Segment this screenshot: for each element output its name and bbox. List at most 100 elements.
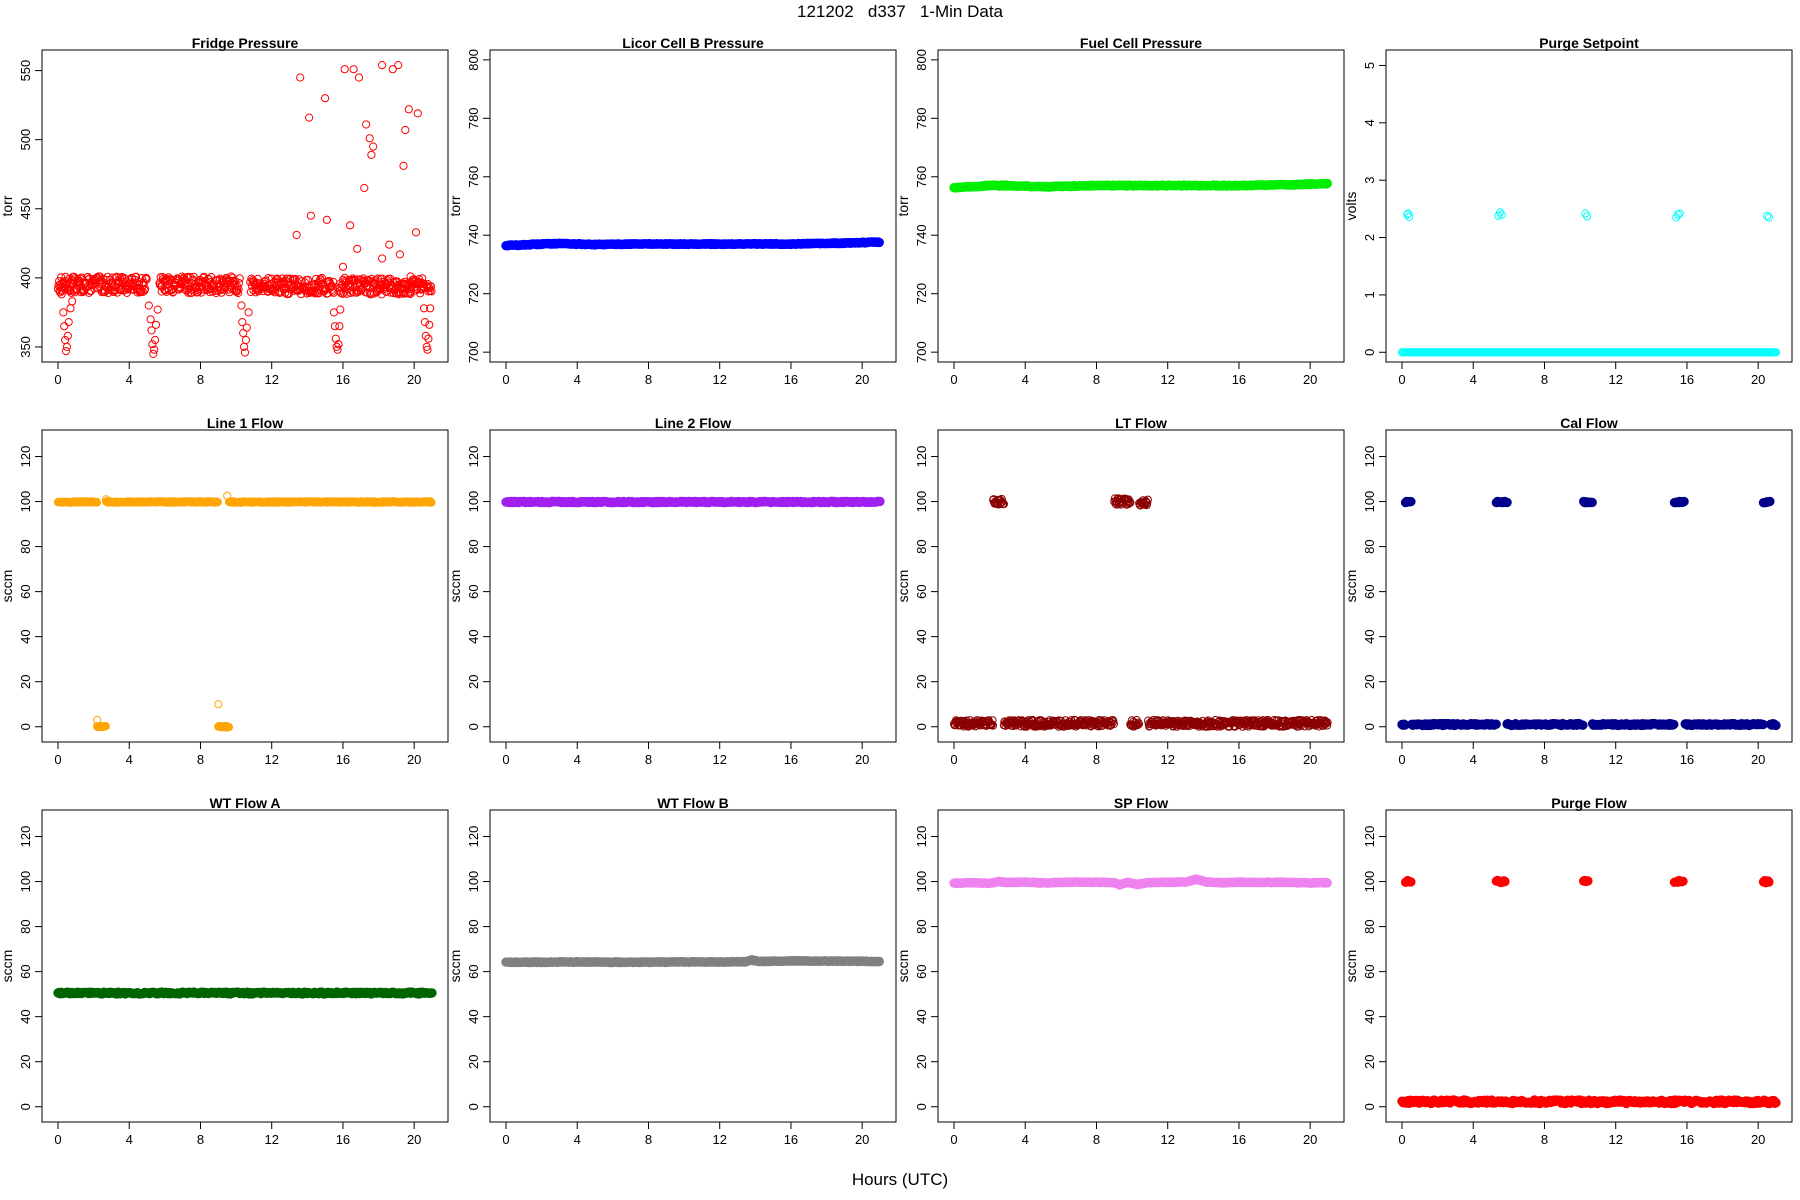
data-point [427,287,436,296]
data-point [399,161,408,170]
y-tick-label: 100 [18,871,33,893]
plot-frame [1385,429,1793,743]
x-tick-label: 0 [950,372,957,387]
data-series [949,178,1333,193]
x-tick-label: 12 [1160,752,1174,767]
y-tick-label: 80 [466,539,481,553]
y-tick-label: 700 [466,341,481,363]
y-axis-label: sccm [447,950,463,983]
y-tick-label: 60 [914,964,929,978]
data-point [330,322,339,331]
data-point [1587,497,1597,508]
data-series [1397,496,1781,731]
data-series [53,987,437,999]
x-tick-label: 12 [712,1132,726,1147]
data-point [1405,212,1414,221]
y-tick-label: 800 [914,49,929,71]
x-tick-label: 16 [1232,752,1246,767]
data-point [875,496,885,507]
data-point [303,275,313,284]
data-point [406,272,415,281]
data-point [59,308,68,317]
data-point [224,723,234,732]
plot-frame [937,429,1345,743]
data-point [90,284,99,293]
x-tick-label: 8 [197,372,204,387]
y-tick-label: 5 [1362,62,1377,69]
data-point [367,150,376,159]
x-tick-label: 0 [950,1132,957,1147]
y-tick-label: 0 [18,723,33,730]
data-point [417,278,426,287]
x-tick-label: 16 [784,752,798,767]
y-tick-label: 80 [1362,539,1377,553]
data-point [101,722,110,731]
plot-frame [41,809,449,1123]
y-tick-label: 740 [914,224,929,246]
data-point [234,288,243,298]
y-tick-label: 400 [18,267,33,289]
y-tick-label: 0 [1362,349,1377,356]
plot-frame [41,429,449,743]
x-tick-label: 4 [126,752,133,767]
y-tick-label: 780 [914,107,929,129]
y-axis-label: torr [447,195,463,216]
data-point [1502,497,1512,508]
data-point [55,280,64,289]
data-point [105,285,114,294]
data-series [53,491,436,732]
data-point [66,304,75,313]
plot-frame [489,49,897,363]
data-series [501,237,884,251]
x-tick-label: 20 [1303,372,1317,387]
data-point [235,279,244,288]
data-point [146,315,155,324]
x-tick-label: 8 [1541,752,1548,767]
data-point [242,323,251,332]
data-series [1397,208,1781,357]
y-tick-label: 100 [18,491,33,513]
data-point [416,289,425,298]
data-point [1771,720,1781,731]
figure-title: 121202 d337 1-Min Data [796,2,1004,21]
data-point [302,275,311,285]
y-tick-label: 40 [18,629,33,643]
y-tick-label: 60 [18,964,33,978]
data-point [353,244,362,253]
x-tick-label: 0 [54,752,61,767]
data-point [423,345,432,354]
data-series [949,494,1332,731]
y-tick-label: 20 [1362,674,1377,688]
data-point [1675,209,1684,218]
y-tick-label: 40 [914,629,929,643]
data-point [1763,211,1772,220]
data-point [1765,496,1775,507]
x-tick-label: 8 [1093,1132,1100,1147]
data-point [426,282,435,291]
y-tick-label: 100 [914,491,929,513]
data-point [362,120,371,129]
y-tick-label: 120 [18,446,33,468]
y-tick-label: 100 [466,491,481,513]
y-tick-label: 760 [914,166,929,188]
data-point [144,301,153,310]
y-tick-label: 40 [18,1009,33,1023]
x-tick-label: 8 [1093,752,1100,767]
data-point [60,322,69,331]
y-tick-label: 80 [18,539,33,553]
x-tick-label: 4 [1470,372,1477,387]
data-point [67,288,76,297]
data-point [1495,208,1505,217]
x-tick-label: 12 [712,752,726,767]
y-tick-label: 720 [914,283,929,305]
data-point [1583,212,1592,221]
y-tick-label: 40 [914,1009,929,1023]
x-tick-label: 16 [1680,752,1694,767]
data-point [296,73,305,82]
x-tick-label: 4 [574,1132,581,1147]
